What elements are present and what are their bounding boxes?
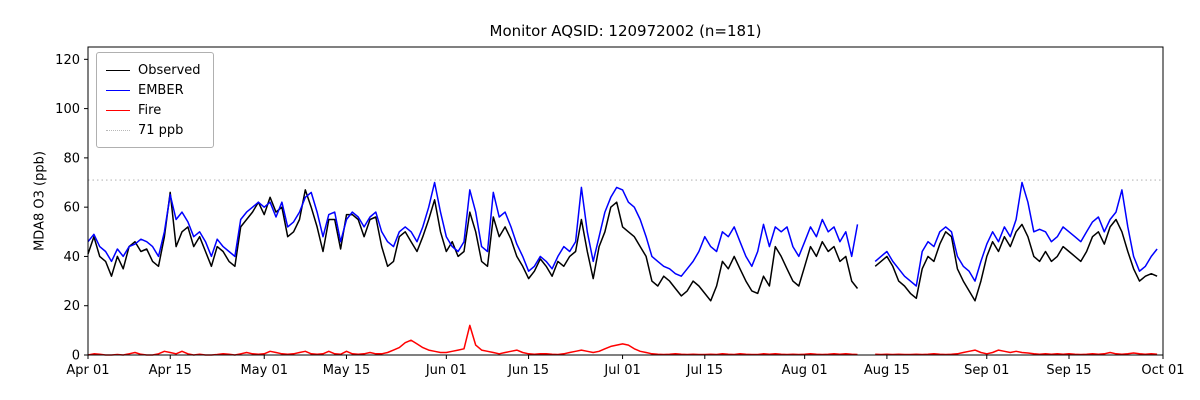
fire-line [87,324,1158,356]
legend-label-threshold: 71 ppb [138,122,184,138]
y-tick-label: 100 [55,102,80,117]
fire-line-sample [106,109,130,111]
legend-label-fire: Fire [138,102,162,118]
plot-border [87,46,1164,356]
x-tick-label: Jun 15 [507,363,549,378]
x-tick-label: Sep 01 [964,363,1009,378]
observed-line [87,189,1158,302]
x-tick-label: Apr 15 [149,363,192,378]
x-tick-label: Jun 01 [425,363,467,378]
x-tick-label: May 15 [323,363,371,378]
legend-entry-fire: Fire [106,100,201,120]
y-tick-label: 120 [55,53,80,68]
y-tick-label: 60 [63,201,80,216]
x-tick-label: Jul 15 [686,363,723,378]
legend-label-observed: Observed [138,62,201,78]
legend-entry-ember: EMBER [106,80,201,100]
x-tick-label: Sep 15 [1046,363,1091,378]
observed-line-sample [106,69,130,71]
y-tick-label: 40 [63,250,80,265]
legend: Observed EMBER Fire 71 ppb [96,52,214,148]
x-tick-label: Aug 01 [782,363,828,378]
legend-entry-observed: Observed [106,60,201,80]
legend-label-ember: EMBER [138,82,184,98]
x-tick-label: Oct 01 [1141,363,1184,378]
x-tick-label: Jul 01 [603,363,640,378]
x-tick-label: Apr 01 [66,363,109,378]
y-tick-label: 0 [72,349,80,364]
y-tick-label: 20 [63,299,80,314]
chart-title: Monitor AQSID: 120972002 (n=181) [489,22,762,40]
threshold-line-sample [106,129,130,131]
legend-entry-threshold: 71 ppb [106,120,201,140]
y-tick-label: 80 [63,151,80,166]
ember-line-sample [106,89,130,91]
x-tick-label: Aug 15 [864,363,910,378]
x-tick-label: May 01 [240,363,288,378]
ember-line [87,181,1158,287]
